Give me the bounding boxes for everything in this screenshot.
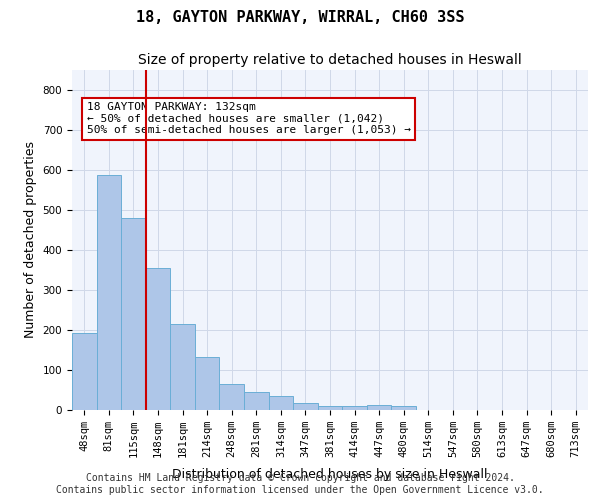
Bar (72, 333, 97, 410)
Bar (391, 406, 416, 410)
X-axis label: Distribution of detached houses by size in Heswall: Distribution of detached houses by size … (172, 468, 488, 481)
Bar (269, 396, 293, 410)
Text: 18, GAYTON PARKWAY, WIRRAL, CH60 3SS: 18, GAYTON PARKWAY, WIRRAL, CH60 3SS (136, 10, 464, 25)
Bar (318, 406, 342, 410)
Bar (146, 268, 170, 410)
Bar (220, 384, 244, 410)
Bar (97, 175, 121, 410)
Bar (367, 405, 391, 410)
Bar (170, 324, 195, 410)
Title: Size of property relative to detached houses in Heswall: Size of property relative to detached ho… (138, 54, 522, 68)
Bar (293, 403, 318, 410)
Text: 18 GAYTON PARKWAY: 132sqm
← 50% of detached houses are smaller (1,042)
50% of se: 18 GAYTON PARKWAY: 132sqm ← 50% of detac… (87, 102, 411, 135)
Bar (195, 357, 220, 410)
Bar (244, 392, 269, 410)
Text: Contains HM Land Registry data © Crown copyright and database right 2024.
Contai: Contains HM Land Registry data © Crown c… (56, 474, 544, 495)
Y-axis label: Number of detached properties: Number of detached properties (24, 142, 37, 338)
Bar (342, 406, 367, 410)
Bar (121, 218, 146, 410)
